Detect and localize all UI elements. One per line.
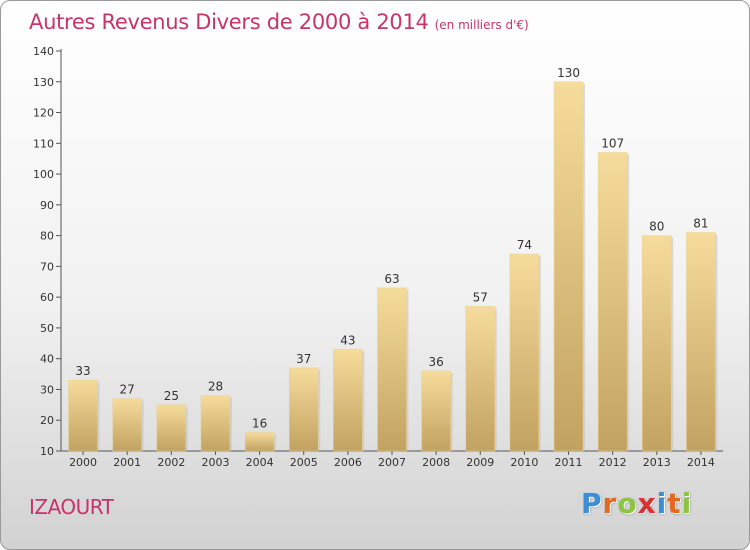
title-row: Autres Revenus Divers de 2000 à 2014 (en … xyxy=(29,10,529,34)
x-tick-label: 2014 xyxy=(687,456,715,469)
x-tick-label: 2008 xyxy=(422,456,450,469)
x-tick-label: 2006 xyxy=(334,456,362,469)
data-label: 16 xyxy=(252,417,267,431)
proxiti-logo: Proxiti xyxy=(581,487,692,520)
y-tick-label: 20 xyxy=(40,414,54,427)
y-tick-label: 120 xyxy=(33,107,54,120)
logo-letter: i xyxy=(681,487,693,520)
y-tick-label: 40 xyxy=(40,353,54,366)
logo-letter: P xyxy=(581,487,603,520)
bar xyxy=(377,287,407,452)
data-label: 130 xyxy=(557,66,580,80)
chart-title: Autres Revenus Divers de 2000 à 2014 xyxy=(29,10,429,34)
data-label: 28 xyxy=(208,380,223,394)
y-tick-label: 70 xyxy=(40,260,54,273)
bars xyxy=(68,81,718,452)
logo-letter: x xyxy=(637,487,657,520)
bar xyxy=(553,81,584,452)
data-label: 80 xyxy=(649,220,664,234)
y-tick-label: 90 xyxy=(40,199,54,212)
bar xyxy=(200,395,231,452)
x-tick-label: 2011 xyxy=(555,456,583,469)
bar xyxy=(421,370,451,452)
bar xyxy=(642,235,672,452)
data-label: 37 xyxy=(296,352,311,366)
bar xyxy=(509,253,540,452)
y-tick-label: 140 xyxy=(33,45,54,58)
axes: 10 20 30 40 50 60 70 80 90 100 110 120 130 140 2000 200… xyxy=(33,45,723,469)
y-tick-label: 10 xyxy=(40,445,54,458)
data-label: 81 xyxy=(693,217,708,231)
data-label: 27 xyxy=(120,383,135,397)
x-tick-label: 2005 xyxy=(290,456,318,469)
data-labels: 33 27 25 28 16 37 43 63 36 57 74 130 107 80 81 xyxy=(75,66,708,431)
bar xyxy=(156,404,187,452)
bar xyxy=(112,398,142,452)
data-label: 43 xyxy=(340,333,355,347)
x-tick-label: 2012 xyxy=(599,456,627,469)
data-label: 63 xyxy=(384,272,399,286)
logo-letter: r xyxy=(602,487,618,520)
x-tick-label: 2007 xyxy=(378,456,406,469)
y-tick-label: 50 xyxy=(40,322,54,335)
logo-letter: o xyxy=(617,487,638,520)
logo-letter: t xyxy=(667,487,682,520)
logo-letter: i xyxy=(656,487,668,520)
bar xyxy=(686,232,716,452)
bar xyxy=(465,306,496,452)
data-label: 33 xyxy=(75,364,90,378)
chart-subtitle: (en milliers d'€) xyxy=(434,18,529,32)
bar xyxy=(68,379,98,452)
x-tick-label: 2013 xyxy=(643,456,671,469)
bar xyxy=(597,152,628,452)
y-tick-label: 30 xyxy=(40,383,54,396)
x-tick-label: 2001 xyxy=(113,456,141,469)
y-tick-label: 100 xyxy=(33,168,54,181)
y-tick-label: 60 xyxy=(40,291,54,304)
bar xyxy=(288,367,319,452)
location-label: IZAOURT xyxy=(29,495,114,519)
y-tick-label: 130 xyxy=(33,76,54,89)
data-label: 107 xyxy=(601,137,624,151)
data-label: 74 xyxy=(517,238,532,252)
x-tick-label: 2010 xyxy=(510,456,538,469)
x-tick-label: 2004 xyxy=(246,456,274,469)
x-tick-label: 2002 xyxy=(157,456,185,469)
y-tick-label: 110 xyxy=(33,137,54,150)
bar xyxy=(333,349,363,452)
y-tick-label: 80 xyxy=(40,230,54,243)
data-label: 25 xyxy=(164,389,179,403)
data-label: 57 xyxy=(473,290,488,304)
x-tick-label: 2000 xyxy=(69,456,97,469)
x-tick-label: 2003 xyxy=(201,456,229,469)
data-label: 36 xyxy=(428,355,443,369)
bar xyxy=(244,432,275,452)
x-tick-label: 2009 xyxy=(466,456,494,469)
